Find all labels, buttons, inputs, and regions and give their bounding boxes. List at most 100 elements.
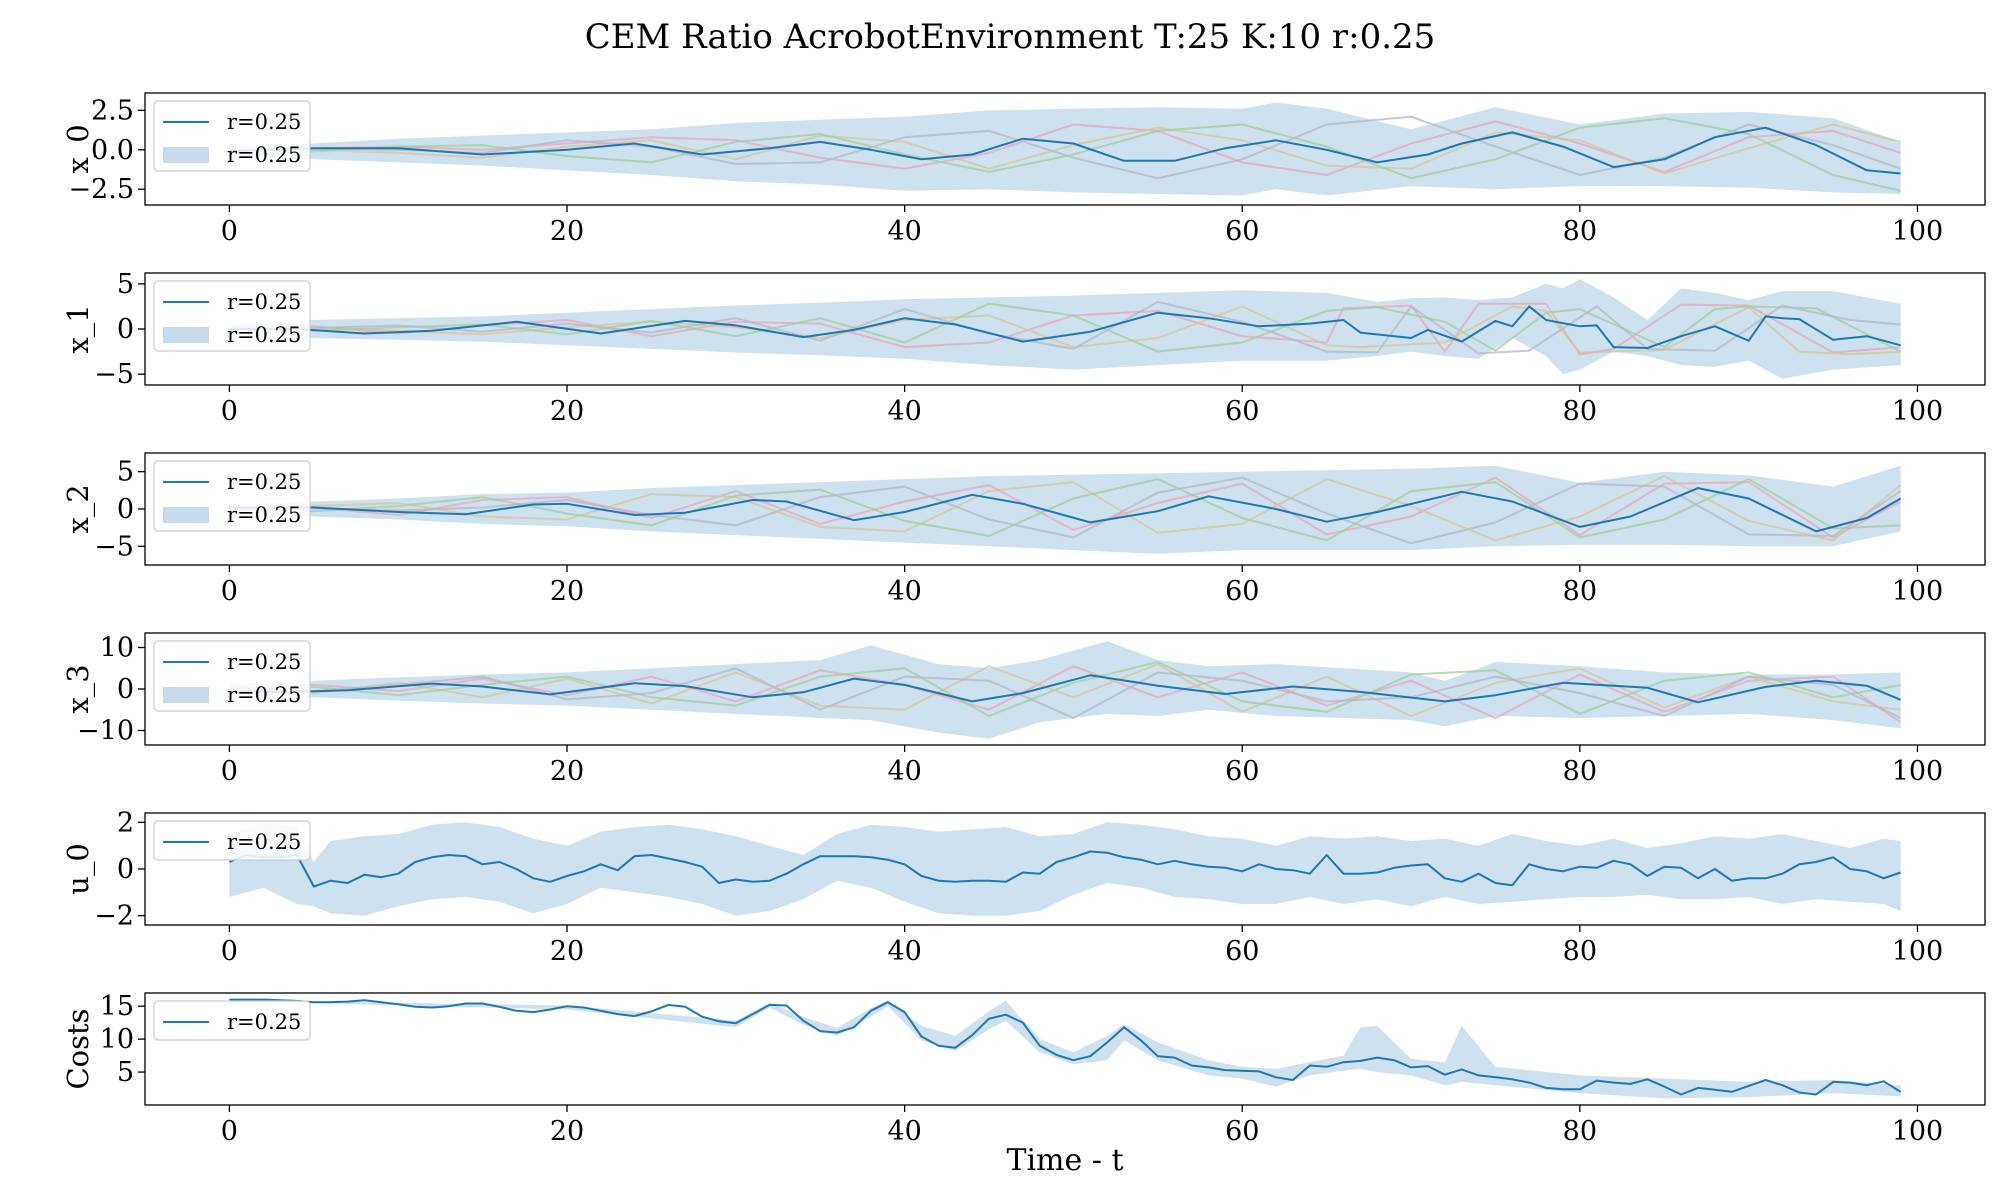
x-tick-label: 60 [1225,936,1259,967]
sample-rollout-line [229,660,1901,718]
confidence-band [229,465,1901,554]
mean-series-line [229,998,1902,1096]
plot-area [229,641,1902,739]
y-axis-label: Costs [61,1008,95,1089]
x-tick-label: 0 [221,216,238,247]
x-tick-label: 0 [221,396,238,427]
y-tick-label: −10 [77,715,134,746]
legend-entry-label: r=0.25 [227,1010,301,1034]
x-tick-label: 20 [550,756,584,787]
x-tick-label: 100 [1892,936,1944,967]
sample-rollout-line [229,300,1901,355]
y-tick-label: 15 [100,991,134,1022]
sample-rollout-line [229,477,1901,542]
legend-box [153,820,311,861]
legend-entry-label: r=0.25 [227,323,301,347]
axes-frame [144,92,1986,206]
plot-area [229,279,1902,379]
x-tick-label: 20 [550,396,584,427]
legend-band-swatch [163,687,209,703]
x-tick-label: 80 [1563,1116,1597,1147]
x-tick-label: 100 [1892,1116,1944,1147]
sample-rollout-line [229,123,1901,175]
confidence-band [229,641,1901,739]
subplot-1: 0 20 40 60 80 100 5 0 −5 x_1 r=0.25 r=0.25 [61,269,1986,427]
x-tick-label: 40 [887,576,921,607]
y-axis-label: x_3 [61,664,96,713]
x-tick-label: 20 [550,936,584,967]
legend: r=0.25 r=0.25 [153,460,311,532]
x-tick-label: 20 [550,216,584,247]
x-tick-label: 20 [550,1116,584,1147]
legend: r=0.25 r=0.25 [153,640,311,712]
sample-rollout-line [229,476,1902,545]
x-tick-label: 60 [1225,216,1259,247]
legend-entry-label: r=0.25 [227,290,301,314]
legend: r=0.25 [153,820,311,861]
y-axis-label: x_0 [61,124,96,173]
y-tick-label: 0 [117,854,134,885]
plot-area [229,465,1902,554]
y-tick-label: 0 [117,314,134,345]
x-tick-label: 40 [887,1116,921,1147]
x-tick-label: 20 [550,576,584,607]
x-tick-label: 60 [1225,1116,1259,1147]
x-tick-label: 80 [1563,216,1597,247]
legend-band-swatch [163,327,209,343]
x-tick-label: 100 [1892,216,1944,247]
y-tick-label: 0 [117,494,134,525]
legend-entry-label: r=0.25 [227,683,301,707]
y-tick-label: 5 [117,457,134,488]
x-axis-label: Time - t [1006,1143,1123,1178]
mean-series-line [229,850,1901,888]
x-tick-label: 40 [887,936,921,967]
plot-area [229,822,1901,916]
y-tick-label: −2.5 [68,174,134,205]
y-tick-label: 0 [117,674,134,705]
y-tick-label: 5 [117,1057,134,1088]
y-axis-label: u_0 [61,843,96,895]
figure-title: CEM Ratio AcrobotEnvironment T:25 K:10 r… [585,17,1436,57]
mean-series-line [229,126,1901,175]
legend-band-swatch [163,507,209,523]
y-axis-label: x_2 [61,484,96,533]
x-tick-label: 60 [1225,756,1259,787]
mean-series-line [229,487,1902,533]
confidence-band [229,998,1901,1099]
legend-entry-label: r=0.25 [227,503,301,527]
x-tick-label: 0 [221,1116,238,1147]
y-tick-label: 2 [117,807,134,838]
axes-frame [144,992,1986,1106]
sample-rollout-line [229,474,1902,542]
x-tick-label: 80 [1563,756,1597,787]
sample-rollout-line [229,667,1902,720]
y-tick-label: 5 [117,269,134,300]
x-tick-label: 100 [1892,756,1944,787]
legend-box [153,1000,311,1041]
x-tick-label: 0 [221,576,238,607]
legend-entry-label: r=0.25 [227,830,301,854]
legend-entry-label: r=0.25 [227,470,301,494]
sample-rollout-line [229,302,1901,356]
confidence-band [229,822,1901,916]
mean-series-line [229,674,1901,704]
y-axis-label: x_1 [61,304,96,353]
legend: r=0.25 r=0.25 [153,100,311,172]
sample-rollout-line [229,476,1902,539]
x-tick-label: 40 [887,216,921,247]
sample-rollout-line [229,662,1901,718]
y-tick-label: −5 [94,359,134,390]
x-tick-label: 80 [1563,936,1597,967]
x-tick-label: 60 [1225,576,1259,607]
x-tick-label: 0 [221,756,238,787]
y-tick-label: 10 [100,1024,134,1055]
y-tick-label: −5 [94,531,134,562]
x-tick-label: 100 [1892,576,1944,607]
y-tick-label: 2.5 [91,95,134,126]
legend: r=0.25 [153,1000,311,1041]
